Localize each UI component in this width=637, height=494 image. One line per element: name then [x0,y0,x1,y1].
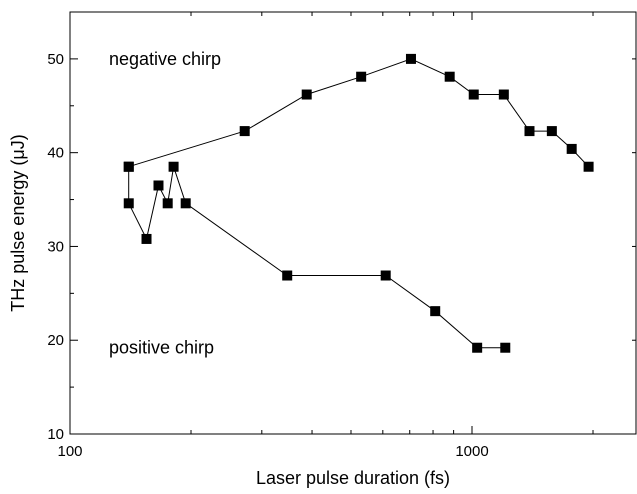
plot-frame [69,11,637,435]
data-point [444,71,455,82]
data-point [430,306,441,317]
data-point [500,342,511,353]
annotations: negative chirp positive chirp [109,49,221,358]
data-point [168,161,179,172]
y-tick-label: 10 [47,426,64,443]
data-point [141,233,152,244]
data-point [356,71,367,82]
data-point [583,161,594,172]
x-tick-label: 100 [57,443,82,460]
data-point [282,270,293,281]
data-point [472,342,483,353]
data-point [153,180,164,191]
data-point [498,89,509,100]
series-line-2 [128,166,506,349]
annotation-label: negative chirp [109,49,221,69]
x-axis-label: Laser pulse duration (fs) [256,468,450,488]
data-point [566,143,577,154]
data-point [123,198,134,209]
data-point [468,89,479,100]
y-tick-label: 20 [47,332,64,349]
annotation-label: positive chirp [109,338,214,358]
data-point [239,126,250,137]
data-point [524,126,535,137]
y-tick-label: 30 [47,238,64,255]
data-point [123,161,134,172]
series-layer [123,53,594,353]
x-tick-label: 1000 [455,443,488,460]
data-point [162,198,173,209]
data-point [546,126,557,137]
data-point [301,89,312,100]
data-point [405,53,416,64]
data-point [380,270,391,281]
y-axis-label: THz pulse energy (μJ) [8,134,28,311]
axis-ticks: 10 20 30 40 50 100 1000 [47,12,636,460]
y-tick-label: 40 [47,145,64,162]
y-tick-label: 50 [47,51,64,68]
data-point [180,198,191,209]
